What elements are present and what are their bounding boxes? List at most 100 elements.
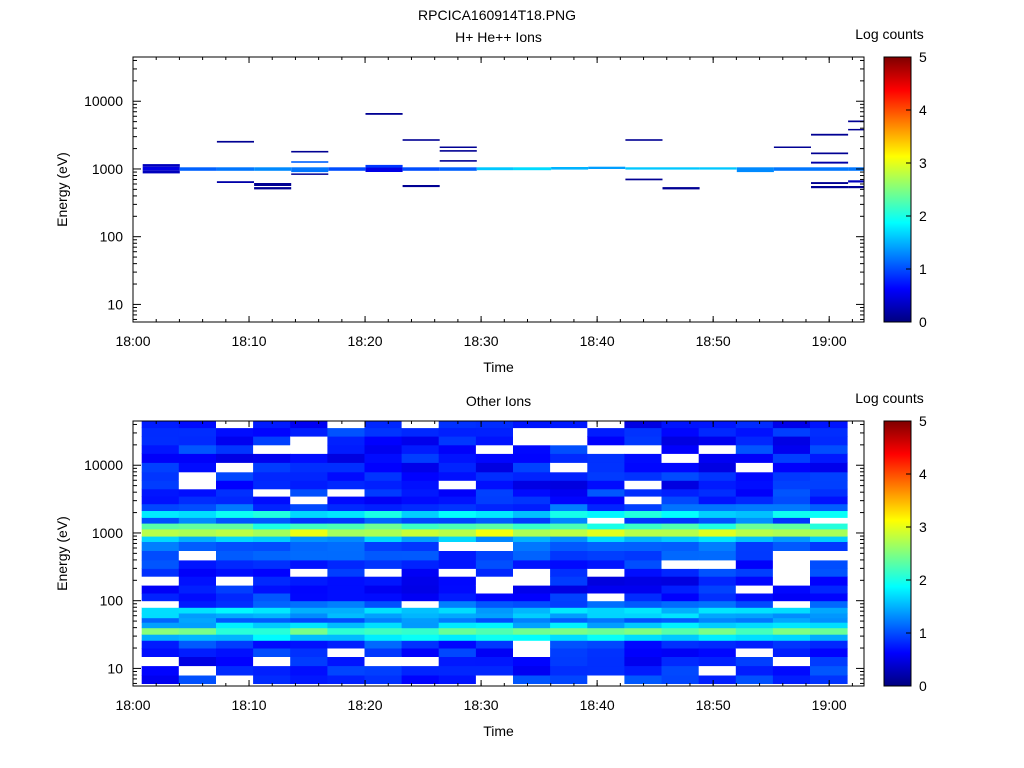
heatmap-cell [364,462,403,473]
heatmap-cell [624,627,662,635]
heatmap-cell [661,444,700,454]
heatmap-cell [401,462,440,473]
heatmap-cell [624,503,662,511]
heatmap-cell [438,471,477,481]
heatmap-cell [735,536,774,542]
heatmap-cell [401,593,440,602]
heatmap-cell [438,568,477,577]
heatmap-cell [550,510,588,518]
heatmap-cell [624,496,662,505]
heatmap-cell [661,665,700,676]
heatmap-cell [438,427,477,437]
y-tick-label: 10 [107,660,123,676]
x-tick-label: 18:00 [115,333,150,349]
heatmap-cell [698,427,737,437]
heatmap-cell [141,568,180,577]
panel-title: H+ He++ Ions [455,29,542,45]
heatmap-cell [142,164,180,167]
heatmap-cell [550,453,588,463]
heatmap-cell [253,607,291,614]
heatmap-cell [772,634,811,641]
panel-title: Other Ions [466,393,531,409]
heatmap-cell [327,471,365,481]
heatmap-cell [475,665,514,676]
heatmap-cell [438,559,477,569]
heatmap-cell [513,627,551,635]
heatmap-cell [290,559,328,569]
heatmap-cell [401,453,440,463]
heatmap-cell [401,480,440,490]
heatmap-cell [141,421,180,429]
heatmap-cell [253,523,291,530]
heatmap-cell [735,421,774,429]
heatmap-cell [810,503,848,511]
heatmap-cell [327,536,365,542]
heatmap-cell [141,656,180,667]
heatmap-cell [475,471,514,481]
heatmap-cell [475,480,514,490]
heatmap-cell [327,617,365,623]
heatmap-cell [772,627,811,635]
heatmap-cell [475,496,514,505]
heatmap-cell [327,488,365,497]
heatmap-cell [735,436,774,446]
heatmap-cell [735,622,774,629]
heatmap-cell [624,471,662,481]
heatmap-cell [587,462,625,473]
heatmap-cell [290,462,328,473]
heatmap-cell [550,559,588,569]
heatmap-cell [550,471,588,481]
heatmap-cell [587,496,625,505]
heatmap-cell [438,496,477,505]
heatmap-cell [401,541,440,551]
heatmap-cell [587,480,625,490]
heatmap-cell [364,541,403,551]
heatmap-cell [624,576,662,586]
heatmap-cell [178,503,217,511]
heatmap-cell [735,648,774,657]
heatmap-cell [364,568,403,577]
heatmap-cell [327,576,365,586]
heatmap-cell [401,421,440,429]
heatmap-cell [290,640,328,649]
heatmap-cell [290,622,328,629]
heatmap-cell [327,600,365,608]
heatmap-cell [772,585,811,594]
colorbar-tick-label: 2 [919,572,927,588]
heatmap-cell [550,427,588,437]
heatmap-cell [661,523,700,530]
heatmap-cell [735,600,774,608]
heatmap-cell [772,523,811,530]
heatmap-cell [661,436,700,446]
heatmap-cell [290,607,328,614]
heatmap-cell [253,640,291,649]
heatmap-cell [216,503,254,511]
heatmap-cell [587,612,625,619]
heatmap-cell [178,523,217,530]
heatmap-cell [364,648,403,657]
heatmap-cell [291,173,329,175]
heatmap-cell [550,528,588,537]
heatmap-cell [439,167,477,171]
y-tick-label: 10000 [84,93,123,109]
heatmap-cell [475,612,514,619]
heatmap-cell [624,634,662,641]
heatmap-cell [253,427,291,437]
heatmap-cell [624,665,662,676]
heatmap-cell [216,585,254,594]
heatmap-cell [810,488,848,497]
heatmap-cell [401,517,440,524]
heatmap-cell [216,550,254,561]
heatmap-cell [514,167,552,171]
heatmap-cell [141,648,180,657]
heatmap-cell [216,167,254,171]
heatmap-cell [661,421,700,429]
heatmap-cell [216,634,254,641]
heatmap-cell [735,627,774,635]
heatmap-cell [810,550,848,561]
heatmap-cell [587,528,625,537]
heatmap-cell [141,665,180,676]
heatmap-cell [698,488,737,497]
heatmap-cell [327,510,365,518]
heatmap-cell [216,523,254,530]
